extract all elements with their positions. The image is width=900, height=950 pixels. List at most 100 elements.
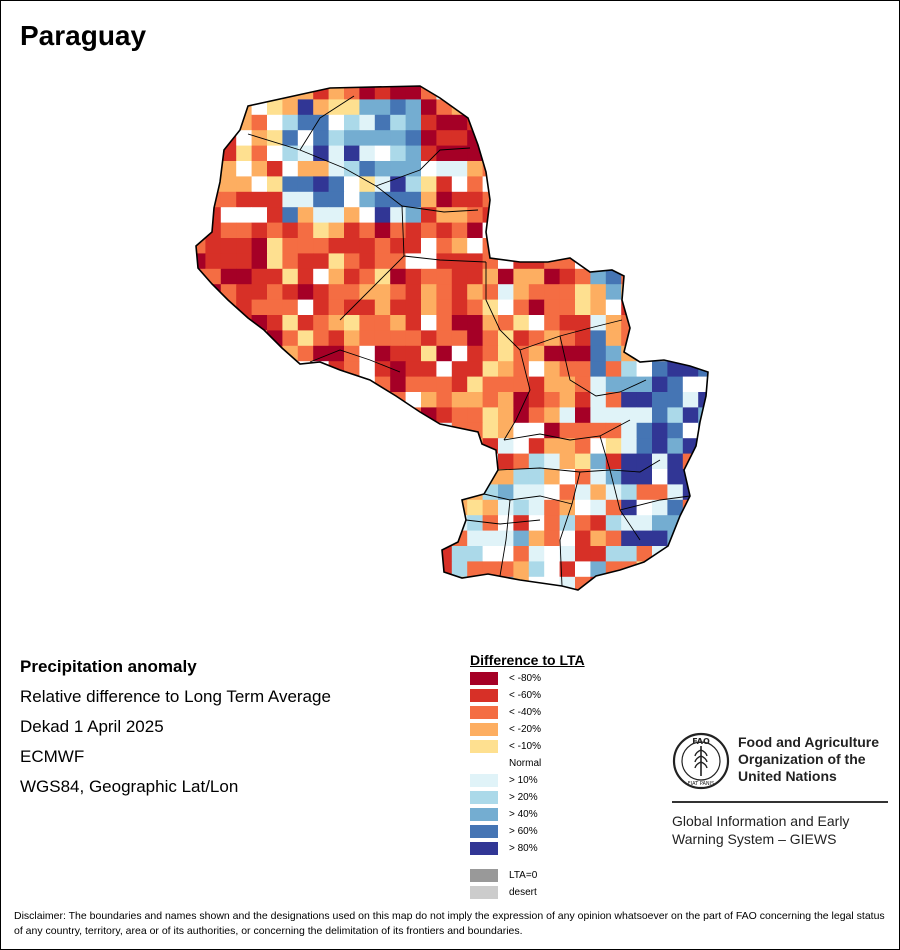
department-boundary xyxy=(403,255,487,263)
anomaly-cell xyxy=(467,407,483,424)
anomaly-cell xyxy=(267,207,283,223)
anomaly-cell xyxy=(636,361,653,377)
anomaly-cell xyxy=(605,546,622,562)
anomaly-cell xyxy=(652,238,668,254)
anomaly-cell xyxy=(267,161,283,177)
anomaly-cell xyxy=(436,376,453,393)
anomaly-cell xyxy=(436,161,453,177)
anomaly-cell xyxy=(390,114,406,131)
anomaly-cell xyxy=(251,576,268,590)
anomaly-cell xyxy=(236,484,252,501)
anomaly-cell xyxy=(220,561,237,578)
anomaly-cell xyxy=(467,222,483,239)
anomaly-cell xyxy=(667,407,684,424)
anomaly-cell xyxy=(590,114,607,131)
anomaly-cell xyxy=(698,207,708,223)
anomaly-cell xyxy=(528,376,545,393)
anomaly-cell xyxy=(559,238,576,254)
anomaly-cell xyxy=(467,345,483,362)
anomaly-cell xyxy=(251,238,268,254)
anomaly-cell xyxy=(498,469,514,485)
anomaly-cell xyxy=(220,453,237,470)
anomaly-cell xyxy=(544,145,560,162)
anomaly-cell xyxy=(544,114,560,131)
anomaly-cell xyxy=(467,99,483,116)
anomaly-cell xyxy=(559,176,576,193)
anomaly-cell xyxy=(313,330,329,347)
anomaly-cell xyxy=(196,299,206,316)
anomaly-cell xyxy=(390,469,406,485)
anomaly-cell xyxy=(636,422,653,439)
anomaly-cell xyxy=(451,86,468,100)
anomaly-cell xyxy=(267,315,283,331)
anomaly-cell xyxy=(528,345,545,362)
anomaly-cell xyxy=(698,561,708,578)
anomaly-cell xyxy=(328,145,345,162)
anomaly-cell xyxy=(682,253,699,270)
anomaly-cell xyxy=(498,484,514,501)
anomaly-cell xyxy=(652,592,668,608)
anomaly-cell xyxy=(359,238,376,254)
anomaly-cell xyxy=(282,561,299,578)
anomaly-cell xyxy=(344,86,360,100)
anomaly-cell xyxy=(451,130,468,146)
anomaly-cell xyxy=(374,114,391,131)
anomaly-cell xyxy=(313,576,329,590)
anomaly-cell xyxy=(636,222,653,239)
anomaly-cell xyxy=(267,376,283,393)
anomaly-cell xyxy=(451,222,468,239)
anomaly-cell xyxy=(220,299,237,316)
anomaly-cell xyxy=(359,99,376,116)
anomaly-cell xyxy=(328,191,345,208)
anomaly-grid xyxy=(196,86,730,608)
anomaly-cell xyxy=(205,515,222,531)
anomaly-cell xyxy=(390,422,406,439)
anomaly-cell xyxy=(436,284,453,300)
anomaly-cell xyxy=(528,330,545,347)
anomaly-cell xyxy=(652,222,668,239)
anomaly-cell xyxy=(575,376,591,393)
anomaly-cell xyxy=(513,330,530,347)
anomaly-cell xyxy=(621,191,637,208)
anomaly-cell xyxy=(513,145,530,162)
anomaly-cell xyxy=(405,515,422,531)
anomaly-cell xyxy=(498,592,514,608)
anomaly-cell xyxy=(590,191,607,208)
anomaly-cell xyxy=(652,284,668,300)
anomaly-cell xyxy=(236,561,252,578)
anomaly-cell xyxy=(544,422,560,439)
anomaly-cell xyxy=(714,99,730,115)
anomaly-cell xyxy=(575,561,591,578)
anomaly-cell xyxy=(328,561,345,578)
anomaly-cell xyxy=(436,361,453,377)
anomaly-cell xyxy=(436,576,453,590)
anomaly-cell xyxy=(667,422,684,439)
anomaly-cell xyxy=(251,407,268,424)
anomaly-cell xyxy=(451,561,468,578)
anomaly-cell xyxy=(498,499,514,516)
anomaly-cell xyxy=(390,330,406,347)
anomaly-cell xyxy=(329,592,345,608)
anomaly-cell xyxy=(682,499,699,516)
anomaly-cell xyxy=(575,99,591,116)
anomaly-cell xyxy=(682,422,699,439)
anomaly-cell xyxy=(282,422,299,439)
anomaly-cell xyxy=(590,99,607,116)
department-boundary xyxy=(401,205,479,213)
legend-item: LTA=0 xyxy=(470,869,537,882)
anomaly-cell xyxy=(698,238,708,254)
anomaly-cell xyxy=(359,330,376,347)
anomaly-cell xyxy=(528,392,545,408)
anomaly-cell xyxy=(498,315,514,331)
anomaly-cell xyxy=(405,407,422,424)
anomaly-cell xyxy=(390,161,406,177)
anomaly-cell xyxy=(714,592,730,608)
anomaly-cell xyxy=(374,453,391,470)
anomaly-cell xyxy=(236,207,252,223)
anomaly-cell xyxy=(590,484,607,501)
anomaly-cell xyxy=(467,330,483,347)
anomaly-cell xyxy=(482,253,499,270)
anomaly-cell xyxy=(436,469,453,485)
anomaly-cell xyxy=(559,422,576,439)
anomaly-cell xyxy=(652,207,668,223)
